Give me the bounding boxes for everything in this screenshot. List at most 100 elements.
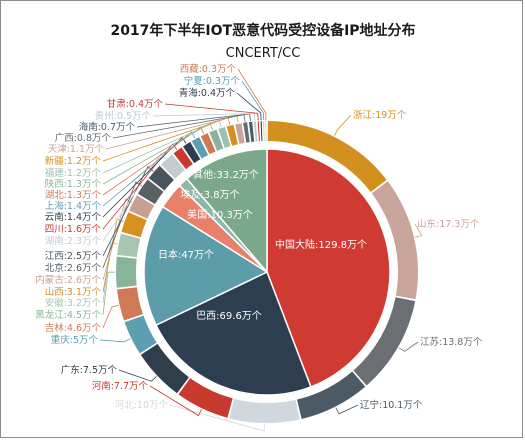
outer-label-item-4: 辽宁:10.1万个 (360, 399, 423, 411)
outer-slice-item-11 (116, 233, 141, 258)
leader-line-item-29 (236, 92, 262, 121)
inner-pie (143, 148, 391, 396)
leader-line-item-21 (102, 122, 213, 185)
inner-slice-item-1 (266, 148, 391, 388)
outer-label-item-21: 陕西:1.3万个 (45, 178, 102, 190)
outer-label-item-17: 四川:1.6万个 (45, 224, 102, 235)
outer-slice-item-26 (248, 121, 255, 142)
outer-label-item-9: 吉林:4.6万个 (45, 322, 102, 334)
outer-label-item-30: 宁夏:0.3万个 (184, 75, 241, 87)
leader-line-item-5 (169, 404, 265, 432)
outer-slice-item-12 (121, 212, 147, 238)
leader-line-item-18 (102, 136, 187, 218)
outer-slice-item-6 (178, 378, 233, 418)
outer-slice-item-29 (260, 121, 263, 142)
leader-line-item-30 (241, 80, 265, 121)
outer-label-item-2: 山东:17.3万个 (417, 218, 480, 230)
outer-label-item-22: 福建:1.2万个 (45, 167, 102, 179)
outer-label-item-1: 浙江:19万个 (353, 109, 407, 121)
outer-label-item-3: 江苏:13.8万个 (420, 336, 483, 348)
inner-label-item-2: 巴西:69.6万个 (196, 310, 262, 322)
outer-slice-item-21 (209, 129, 224, 151)
outer-label-item-15: 江西:2.5万个 (45, 251, 102, 262)
outer-slice-item-31 (265, 121, 267, 141)
leader-line-item-8 (99, 338, 131, 343)
chart-subtitle: CNCERT/CC (226, 46, 301, 61)
outer-label-item-13: 内蒙古:2.6万个 (35, 274, 101, 286)
inner-slice-item-2 (155, 270, 312, 396)
outer-slice-item-2 (371, 181, 418, 300)
outer-slice-item-16 (160, 154, 185, 179)
chart-title: 2017年下半年IOT恶意代码受控设备IP地址分布 (110, 22, 415, 39)
leader-line-item-10 (102, 271, 115, 316)
leader-line-item-4 (335, 404, 359, 415)
outer-label-item-19: 上海:1.4万个 (45, 200, 102, 212)
inner-label-item-4: 美国:10.3万个 (187, 208, 253, 221)
outer-slice-item-3 (353, 297, 416, 386)
leader-line-item-28 (164, 103, 259, 121)
outer-label-item-27: 贵州:0.5万个 (95, 110, 152, 122)
outer-slice-item-30 (263, 121, 265, 142)
inner-label-item-6: 其他:33.2万个 (193, 168, 259, 181)
outer-label-item-23: 新疆:1.2万个 (45, 155, 102, 167)
inner-slice-item-6 (185, 148, 268, 275)
outer-slice-item-7 (140, 343, 189, 394)
outer-slice-item-5 (229, 398, 300, 423)
leader-line-item-17 (102, 143, 178, 230)
inner-label-item-1: 中国大陆:129.8万个 (275, 238, 367, 251)
leader-line-item-27 (152, 113, 256, 121)
leader-line-item-6 (149, 385, 202, 417)
outer-label-item-14: 北京:2.6万个 (45, 262, 102, 274)
leader-line-item-19 (102, 131, 196, 207)
outer-slice-item-13 (129, 195, 155, 219)
outer-slice-item-24 (235, 123, 245, 144)
outer-slice-item-4 (297, 371, 366, 419)
leader-line-item-3 (398, 341, 419, 352)
leader-line-item-2 (414, 223, 423, 238)
outer-label-item-24: 天津:1.1万个 (48, 144, 105, 155)
outer-slice-item-23 (226, 124, 238, 146)
outer-slice-item-10 (115, 256, 137, 288)
leader-line-item-9 (102, 305, 119, 329)
inner-label-item-5: 埃及:3.8万个 (180, 188, 239, 201)
outer-slice-item-15 (148, 165, 174, 191)
outer-slice-item-1 (267, 121, 387, 193)
outer-label-item-16: 湖南:2.3万个 (45, 235, 102, 247)
outer-slice-item-14 (137, 179, 164, 205)
outer-label-item-31: 西藏:0.3万个 (180, 63, 237, 75)
outer-slice-item-9 (117, 287, 143, 321)
outer-label-item-20: 湖北:1.3万个 (45, 190, 102, 201)
outer-slice-item-22 (218, 126, 231, 148)
leader-lines (99, 68, 423, 432)
outer-label-item-11: 安徽:3.2万个 (45, 297, 102, 309)
outer-label-item-29: 青海:0.4万个 (179, 87, 236, 99)
outer-slice-item-19 (191, 137, 209, 159)
leader-line-item-11 (102, 242, 118, 304)
leader-line-item-31 (237, 68, 267, 121)
inner-slice-item-3 (143, 205, 269, 327)
outer-label-item-7: 广东:7.5万个 (61, 364, 118, 376)
outer-label-item-25: 广西:0.8万个 (55, 132, 112, 144)
leader-line-item-7 (118, 369, 157, 382)
outer-slice-item-8 (124, 315, 157, 354)
leader-line-item-16 (102, 152, 166, 242)
outer-label-item-6: 河南:7.7万个 (92, 380, 149, 392)
outer-label-item-8: 重庆:5万个 (51, 334, 99, 346)
outer-slice-item-18 (183, 142, 201, 164)
outer-ring (115, 121, 418, 423)
outer-slice-item-28 (257, 121, 260, 142)
outer-slice-item-17 (173, 147, 193, 170)
leader-line-item-1 (334, 114, 352, 136)
outer-label-item-18: 云南:1.4万个 (45, 211, 102, 223)
outer-label-item-5: 河北:10万个 (115, 399, 169, 411)
outer-slice-item-20 (200, 133, 216, 155)
inner-label-item-3: 日本:47万个 (158, 248, 214, 261)
outer-label-item-28: 甘肃:0.4万个 (107, 98, 164, 110)
outer-label-item-26: 海南:0.7万个 (79, 121, 136, 133)
outer-slice-item-25 (243, 122, 250, 143)
outer-label-item-12: 山西:3.1万个 (45, 287, 102, 298)
leader-line-item-13 (102, 198, 133, 281)
outer-label-item-10: 黑龙江:4.5万个 (35, 309, 101, 321)
